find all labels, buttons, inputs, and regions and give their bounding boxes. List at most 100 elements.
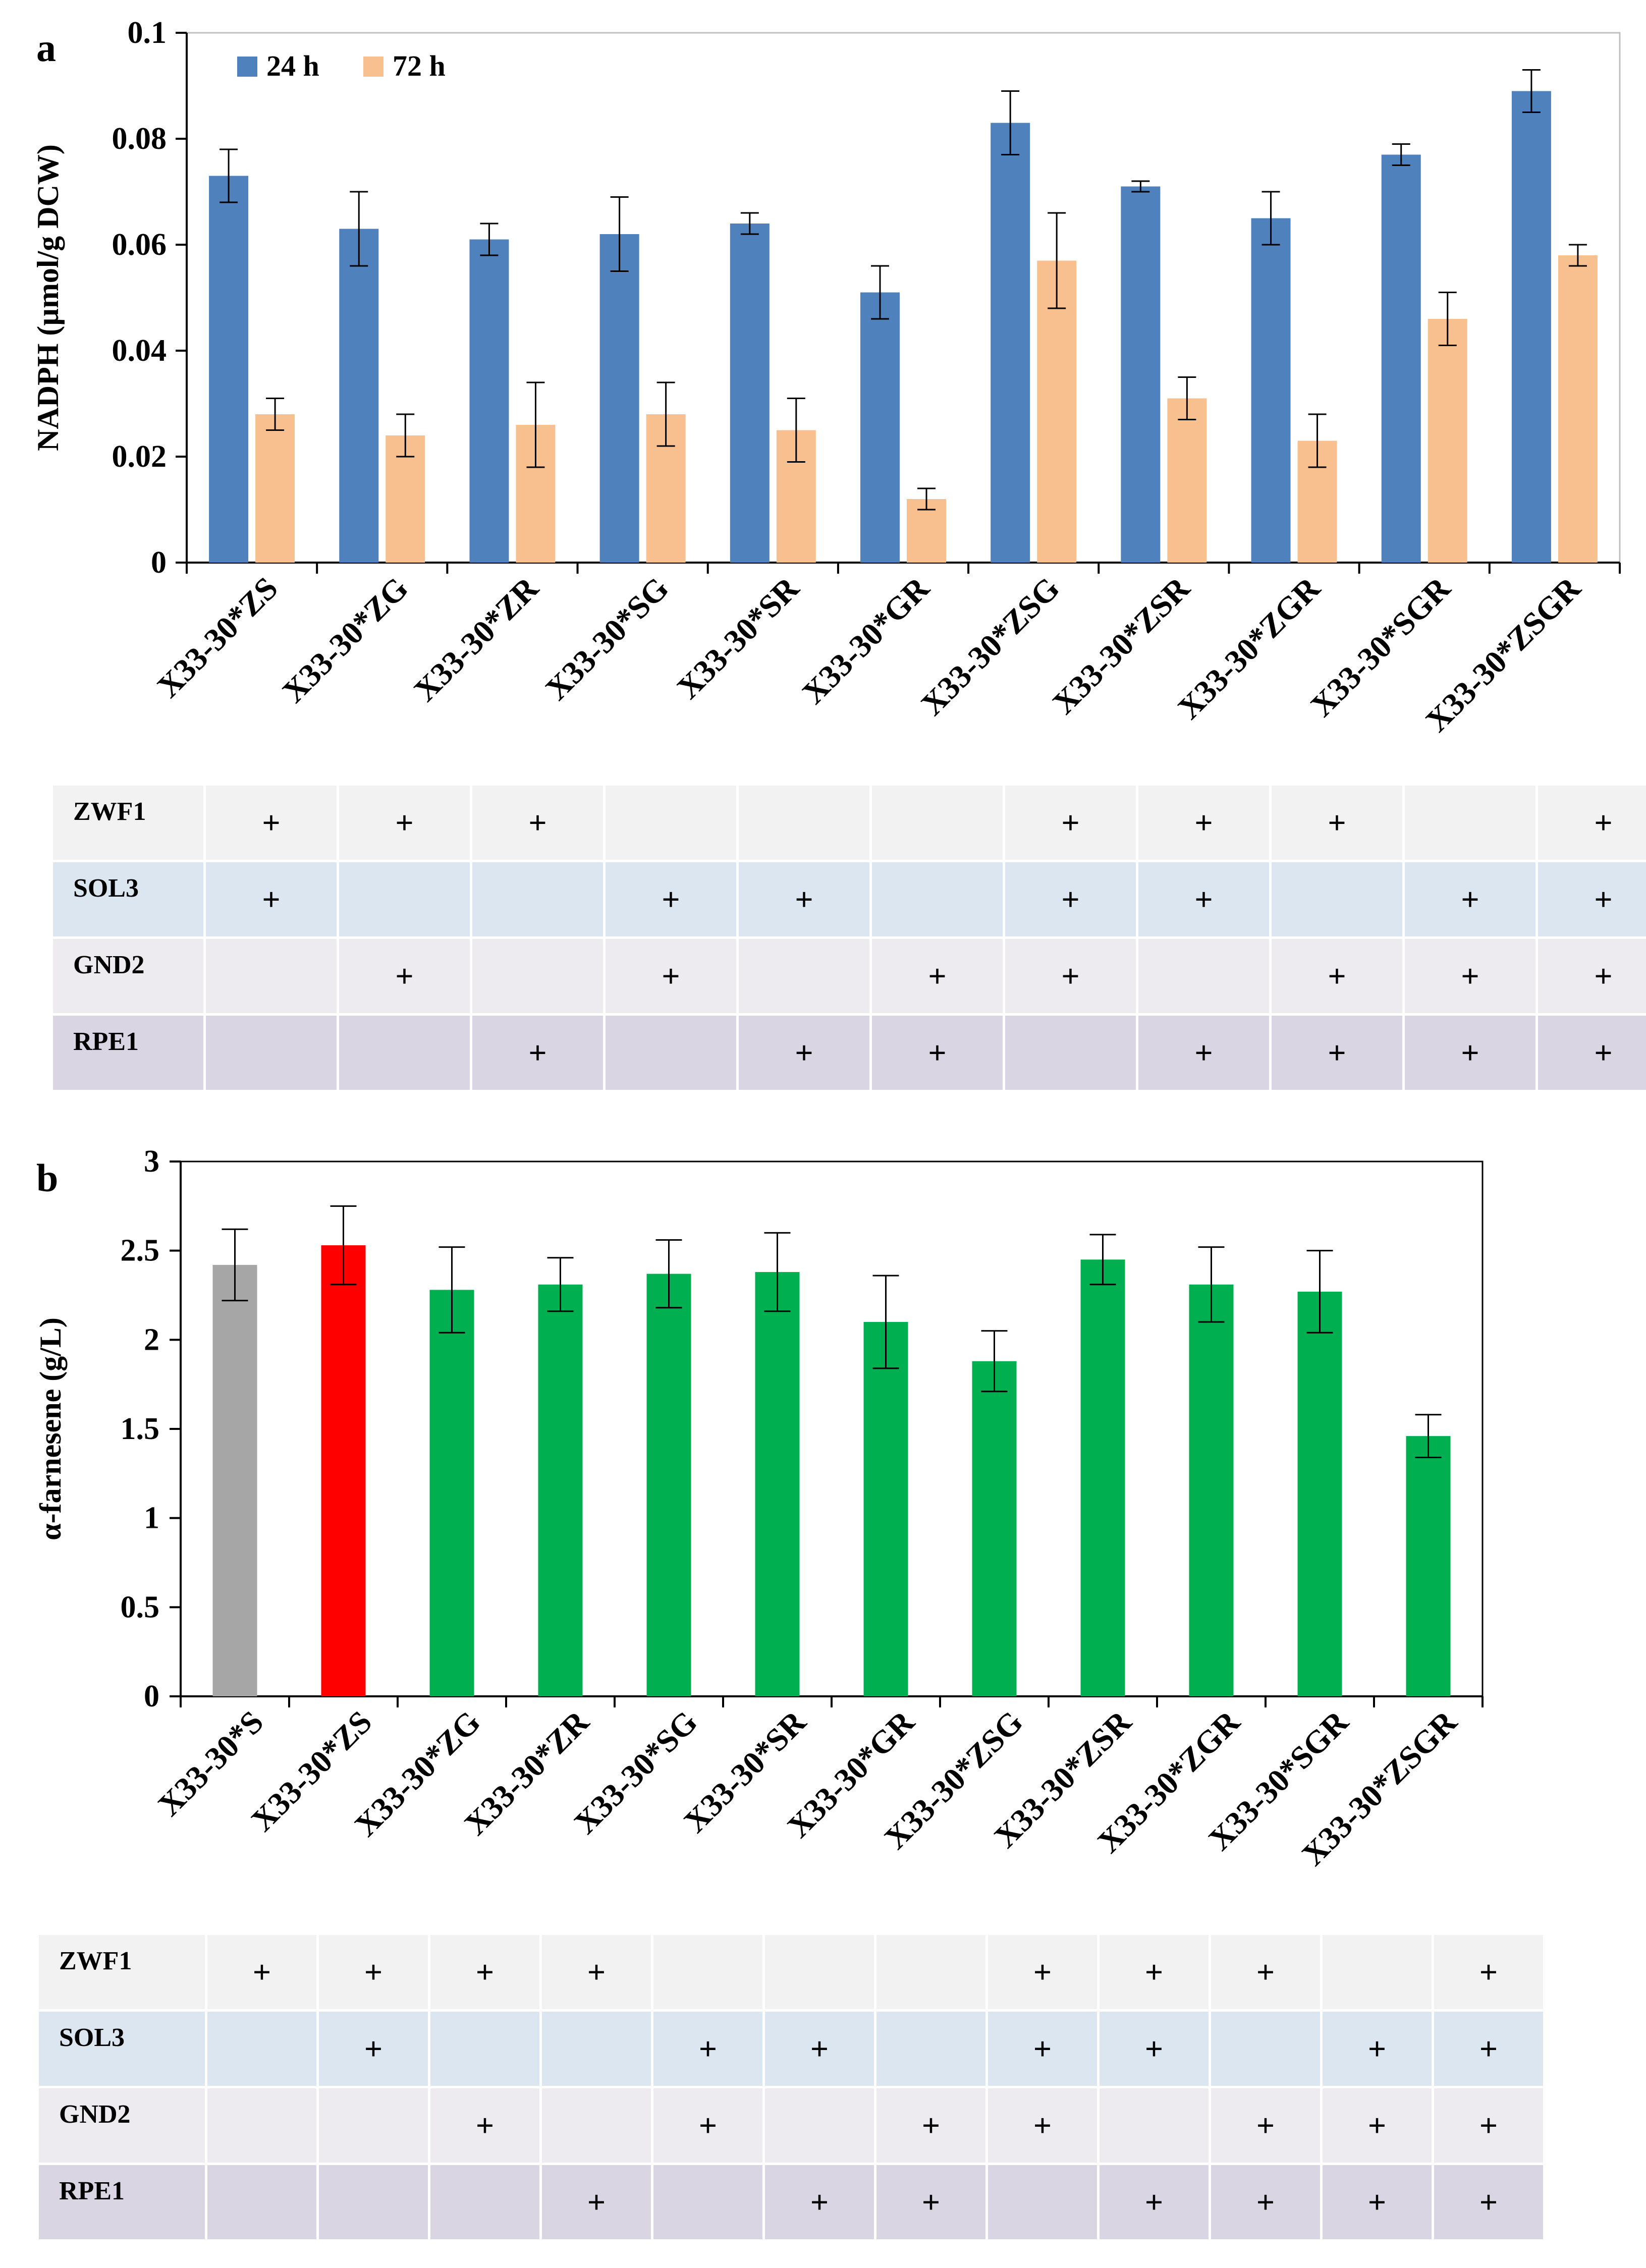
gene-mark-cell: + — [762, 2009, 876, 2088]
bar-others — [429, 1290, 474, 1696]
gene-name: RPE1 — [50, 1013, 206, 1092]
gene-mark-cell: + — [539, 1932, 653, 2012]
gene-row-gnd2: GND2 + + + + + + + — [36, 2086, 1546, 2165]
gene-mark-cell: + — [1432, 2009, 1546, 2088]
y-tick-label: 0 — [151, 545, 167, 580]
panel-b-letter: b — [36, 1156, 59, 1200]
gene-mark-cell — [874, 1932, 988, 2012]
y-tick-label: 0.08 — [112, 122, 167, 156]
y-axis-label: α-farnesene (g/L) — [34, 1317, 67, 1540]
y-axis-label: NADPH (µmol/g DCW) — [31, 144, 65, 451]
gene-name: GND2 — [50, 936, 206, 1016]
gene-mark-cell: + — [1432, 1932, 1546, 2012]
gene-mark-cell: + — [1209, 2163, 1323, 2242]
y-tick-label: 2.5 — [121, 1234, 160, 1268]
gene-mark-cell: + — [1402, 860, 1538, 939]
gene-mark-cell: + — [1136, 860, 1272, 939]
legend-label-72h: 72 h — [393, 49, 446, 82]
gene-mark-cell: + — [1209, 2086, 1323, 2165]
x-tick-label: X33-30*SG — [538, 570, 675, 707]
gene-mark-cell: + — [539, 2163, 653, 2242]
y-tick-label: 1 — [144, 1501, 159, 1535]
gene-mark-cell — [428, 2009, 542, 2088]
gene-mark-cell: + — [1136, 783, 1272, 862]
gene-mark-cell: + — [470, 783, 606, 862]
gene-mark-cell: + — [337, 936, 472, 1016]
x-tick-label: X33-30*ZSG — [914, 570, 1066, 723]
gene-name: SOL3 — [36, 2009, 207, 2088]
bar-72h — [1428, 319, 1467, 563]
bar-others — [972, 1361, 1017, 1696]
gene-mark-cell — [428, 2163, 542, 2242]
legend-swatch-24h — [237, 57, 257, 77]
gene-mark-cell — [337, 1013, 472, 1092]
gene-mark-cell — [316, 2086, 430, 2165]
y-tick-label: 1.5 — [121, 1412, 160, 1446]
bar-others — [1297, 1291, 1342, 1696]
gene-name: GND2 — [36, 2086, 207, 2165]
gene-mark-cell: + — [1320, 2009, 1434, 2088]
x-tick-label: X33-30*ZR — [407, 570, 545, 708]
gene-mark-cell: + — [869, 1013, 1005, 1092]
gene-mark-cell — [736, 783, 872, 862]
bar-24h — [991, 123, 1030, 563]
gene-row-sol3: SOL3 + + + + + + + — [36, 2009, 1546, 2088]
gene-mark-cell — [1097, 2086, 1211, 2165]
gene-mark-cell — [539, 2009, 653, 2088]
gene-row-zwf1: ZWF1 + + + + + + + + — [36, 1932, 1546, 2012]
gene-name: RPE1 — [36, 2163, 207, 2242]
chart-a-nadph: 0 0.02 0.04 0.06 0.08 0.1 NADPH (µmol/g DCW) X3… — [31, 16, 1621, 739]
gene-mark-cell — [205, 2163, 319, 2242]
gene-mark-cell: + — [316, 1932, 430, 2012]
gene-mark-cell: + — [1136, 1013, 1272, 1092]
gene-mark-cell — [1269, 860, 1405, 939]
gene-row-rpe1: RPE1 + + + + + + + — [50, 1013, 1646, 1092]
gene-mark-cell — [203, 936, 339, 1016]
gene-row-zwf1: ZWF1 + + + + + + + — [50, 783, 1646, 862]
bar-24h — [1381, 154, 1421, 563]
gene-mark-cell — [203, 1013, 339, 1092]
gene-mark-cell: + — [736, 860, 872, 939]
x-tick-label: X33-30*ZS — [150, 570, 285, 704]
gene-mark-cell: + — [1535, 1013, 1646, 1092]
gene-mark-cell — [736, 936, 872, 1016]
gene-mark-cell: + — [316, 2009, 430, 2088]
gene-mark-cell: + — [203, 860, 339, 939]
y-tick-label: 0.02 — [112, 439, 167, 474]
gene-mark-cell: + — [428, 1932, 542, 2012]
bar-others — [1406, 1436, 1451, 1696]
gene-mark-cell: + — [1097, 2009, 1211, 2088]
gene-mark-cell: + — [1097, 1932, 1211, 2012]
gene-mark-cell: + — [874, 2163, 988, 2242]
bar-others — [1080, 1259, 1125, 1696]
chart-b-farnesene: 00.511.522.53α-farnesene (g/L)X33-30*SX3… — [34, 1144, 1484, 1872]
bar-others — [755, 1272, 800, 1696]
y-tick-label: 0.04 — [112, 334, 167, 368]
bar-24h — [469, 239, 509, 563]
gene-mark-cell: + — [985, 1932, 1100, 2012]
gene-mark-cell — [651, 1932, 765, 2012]
gene-mark-cell — [470, 860, 606, 939]
gene-mark-cell — [762, 1932, 876, 2012]
bar-others — [1189, 1284, 1234, 1696]
gene-mark-cell: + — [985, 2086, 1100, 2165]
gene-mark-cell — [205, 2009, 319, 2088]
x-tick-label: X33-30*SR — [670, 570, 806, 705]
gene-mark-cell: + — [1535, 936, 1646, 1016]
bar-others — [863, 1322, 908, 1696]
gene-mark-cell — [316, 2163, 430, 2242]
gene-mark-cell: + — [762, 2163, 876, 2242]
gene-mark-cell: + — [203, 783, 339, 862]
gene-mark-cell: + — [1432, 2163, 1546, 2242]
gene-mark-cell: + — [1003, 860, 1138, 939]
gene-name: ZWF1 — [36, 1932, 207, 2012]
y-tick-label: 0.1 — [128, 16, 167, 50]
gene-mark-cell: + — [337, 783, 472, 862]
y-tick-label: 3 — [144, 1144, 159, 1179]
bar-72h — [1037, 260, 1077, 563]
gene-mark-cell — [1320, 1932, 1434, 2012]
gene-row-sol3: SOL3 + + + + + + + — [50, 860, 1646, 939]
bar-24h — [1251, 218, 1291, 563]
gene-mark-cell: + — [1269, 936, 1405, 1016]
y-tick-label: 0.06 — [112, 228, 167, 262]
